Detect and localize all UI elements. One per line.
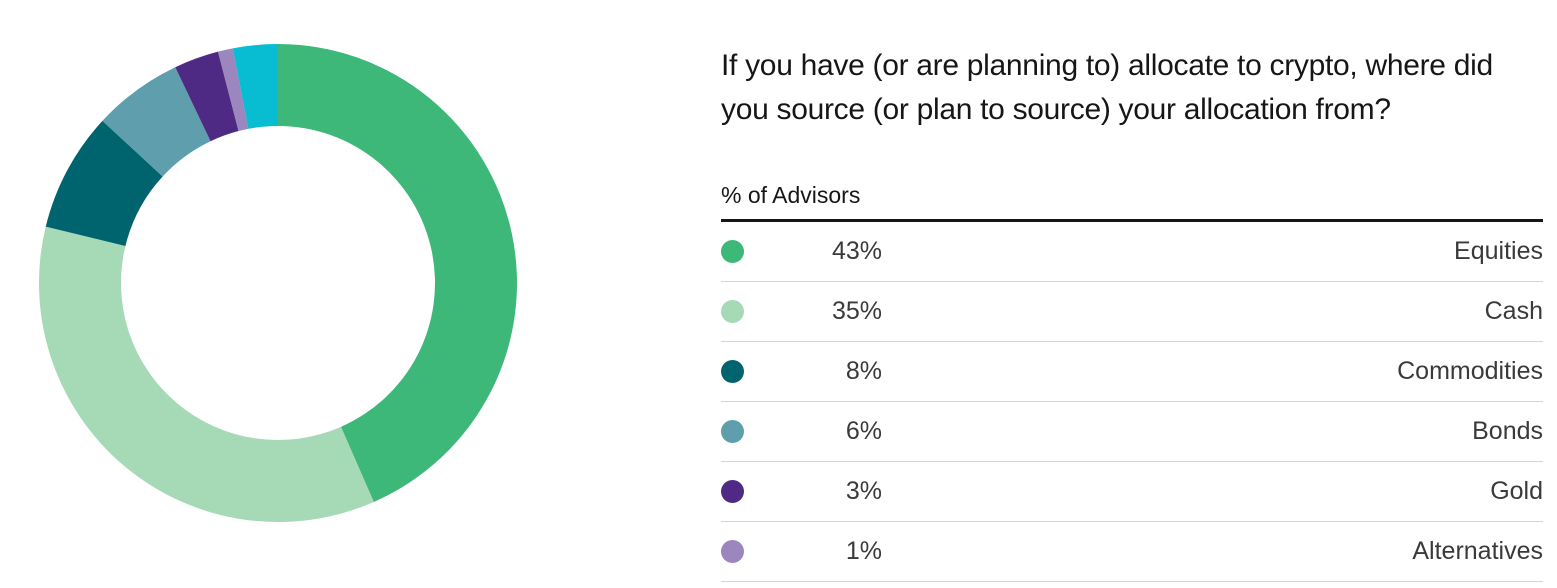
legend-row-commodities: 8% Commodities (721, 342, 1543, 402)
legend-swatch-alternatives (721, 540, 744, 563)
donut-slices (38, 44, 517, 522)
legend-row-gold: 3% Gold (721, 462, 1543, 522)
legend-swatch-cash (721, 300, 744, 323)
legend-header: % of Advisors (721, 181, 1543, 222)
legend-value-gold: 3% (845, 477, 882, 505)
legend-label-alternatives: Alternatives (1412, 537, 1543, 565)
legend-value-alternatives: 1% (845, 537, 882, 565)
legend-value-equities: 43% (831, 237, 882, 265)
legend-row-bonds: 6% Bonds (721, 402, 1543, 462)
legend: 43% Equities 35% Cash 8% Commodities 6% Bonds 3%… (721, 222, 1543, 582)
legend-label-bonds: Bonds (1472, 417, 1543, 445)
donut-slice-commodities (45, 120, 163, 246)
legend-swatch-commodities (721, 360, 744, 383)
chart-panel: If you have (or are planning to) allocat… (721, 44, 1543, 582)
legend-row-alternatives: 1% Alternatives (721, 522, 1543, 582)
chart-title: If you have (or are planning to) allocat… (721, 49, 1493, 126)
donut-slice-gold (175, 51, 239, 142)
legend-value-cash: 35% (831, 297, 882, 325)
legend-swatch-bonds (721, 420, 744, 443)
donut-slice-alternatives (217, 48, 249, 132)
legend-value-commodities: 8% (845, 357, 882, 385)
legend-row-equities: 43% Equities (721, 222, 1543, 282)
legend-label-equities: Equities (1454, 237, 1543, 265)
legend-value-bonds: 6% (845, 417, 882, 445)
legend-label-commodities: Commodities (1397, 357, 1543, 385)
legend-swatch-gold (721, 480, 744, 503)
donut-slice-equities (278, 44, 517, 502)
donut-slice-unlabeled-6 (232, 44, 278, 129)
donut-slice-bonds (102, 67, 211, 177)
legend-row-cash: 35% Cash (721, 282, 1543, 342)
donut-chart (38, 44, 517, 522)
legend-swatch-equities (721, 240, 744, 263)
legend-label-cash: Cash (1484, 297, 1543, 325)
donut-slice-cash (38, 226, 374, 522)
legend-label-gold: Gold (1490, 477, 1543, 505)
